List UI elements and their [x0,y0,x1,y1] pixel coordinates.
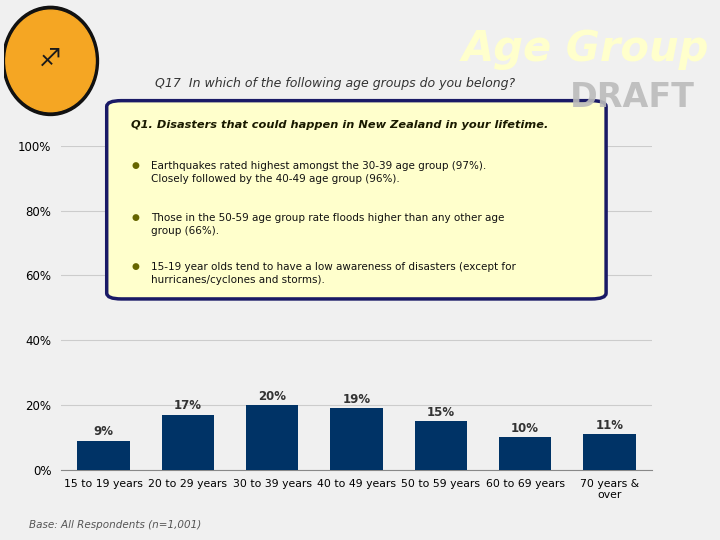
Bar [415,421,467,470]
Text: 9%: 9% [94,426,113,438]
Circle shape [6,10,95,112]
Text: ●: ● [131,213,139,222]
Text: 20%: 20% [258,390,286,403]
Text: Q1. Disasters that could happen in New Zealand in your lifetime.: Q1. Disasters that could happen in New Z… [131,120,549,130]
Text: Those in the 50-59 age group rate floods higher than any other age
group (66%).: Those in the 50-59 age group rate floods… [150,213,504,236]
Bar [246,405,298,470]
FancyBboxPatch shape [107,100,606,299]
Text: 19%: 19% [342,393,371,406]
Text: DRAFT: DRAFT [570,80,695,114]
Text: ●: ● [131,262,139,271]
Bar [583,434,636,470]
Bar [499,437,552,470]
Bar [330,408,382,470]
Text: 10%: 10% [511,422,539,435]
Text: Age Group: Age Group [462,28,709,70]
Text: 11%: 11% [595,419,624,432]
Text: Earthquakes rated highest amongst the 30-39 age group (97%).
Closely followed by: Earthquakes rated highest amongst the 30… [150,161,486,184]
Text: 15-19 year olds tend to have a low awareness of disasters (except for
hurricanes: 15-19 year olds tend to have a low aware… [150,262,516,285]
Text: Q17  In which of the following age groups do you belong?: Q17 In which of the following age groups… [155,77,515,90]
Text: 17%: 17% [174,400,202,413]
Text: Base: All Respondents (n=1,001): Base: All Respondents (n=1,001) [29,520,201,530]
Text: ♐: ♐ [40,46,62,70]
Text: 15%: 15% [427,406,455,419]
Circle shape [2,6,99,116]
Text: ●: ● [131,161,139,170]
Bar [161,415,214,470]
Bar [77,441,130,470]
